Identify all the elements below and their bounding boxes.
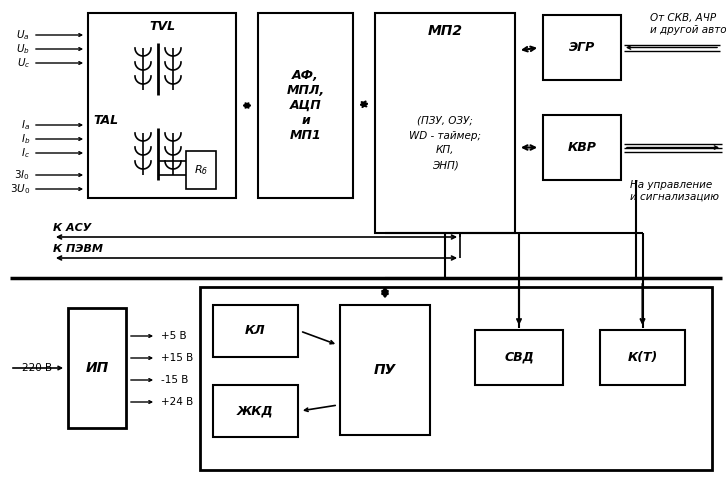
Bar	[340, 305, 430, 435]
Text: МПЛ,: МПЛ,	[287, 84, 325, 97]
Text: $U_c$: $U_c$	[17, 56, 30, 70]
Bar	[475, 330, 563, 385]
Text: и сигнализацию: и сигнализацию	[630, 192, 719, 202]
Text: СВД: СВД	[504, 351, 534, 364]
Text: $I_c$: $I_c$	[21, 146, 30, 160]
Bar	[213, 305, 298, 357]
Text: На управление: На управление	[630, 180, 712, 190]
Text: +24 В: +24 В	[161, 397, 193, 407]
Text: ЖКД: ЖКД	[237, 405, 274, 418]
Bar	[375, 13, 515, 233]
Text: МП2: МП2	[428, 24, 462, 38]
Text: $I_a$: $I_a$	[21, 118, 30, 132]
Bar	[543, 15, 621, 80]
Text: +5 В: +5 В	[161, 331, 187, 341]
Bar	[543, 115, 621, 180]
Text: TVL: TVL	[149, 21, 175, 34]
Text: АЦП: АЦП	[290, 99, 322, 112]
Bar	[88, 13, 236, 198]
Text: К(Т): К(Т)	[627, 351, 658, 364]
Text: АФ,: АФ,	[292, 69, 319, 82]
Text: TAL: TAL	[94, 115, 118, 128]
Text: $3I_0$: $3I_0$	[15, 168, 30, 182]
Text: и другой автоматики: и другой автоматики	[650, 25, 726, 35]
Text: и: и	[301, 114, 310, 127]
Bar	[200, 287, 712, 470]
Text: ИП: ИП	[86, 361, 109, 375]
Bar	[213, 385, 298, 437]
Bar	[68, 308, 126, 428]
Text: К ПЭВМ: К ПЭВМ	[53, 244, 103, 254]
Text: $U_a$: $U_a$	[17, 28, 30, 42]
Text: $I_b$: $I_b$	[20, 132, 30, 146]
Text: ПУ: ПУ	[374, 363, 396, 377]
Text: МП1: МП1	[290, 129, 322, 142]
Bar	[258, 13, 353, 198]
Text: КВР: КВР	[568, 141, 597, 154]
Text: +15 В: +15 В	[161, 353, 193, 363]
Text: 220 В: 220 В	[22, 363, 52, 373]
Text: $U_b$: $U_b$	[16, 42, 30, 56]
Text: (ПЗУ, ОЗУ;
WD - таймер;
КП,
ЭНП): (ПЗУ, ОЗУ; WD - таймер; КП, ЭНП)	[409, 116, 481, 170]
Bar	[600, 330, 685, 385]
Text: $R_б$: $R_б$	[194, 163, 208, 177]
Text: -15 В: -15 В	[161, 375, 188, 385]
Text: К АСУ: К АСУ	[53, 223, 91, 233]
Text: ЭГР: ЭГР	[569, 41, 595, 54]
Text: $3U_0$: $3U_0$	[9, 182, 30, 196]
Text: От СКВ, АЧР: От СКВ, АЧР	[650, 13, 716, 23]
Bar	[186, 151, 216, 189]
Text: КЛ: КЛ	[245, 324, 266, 337]
